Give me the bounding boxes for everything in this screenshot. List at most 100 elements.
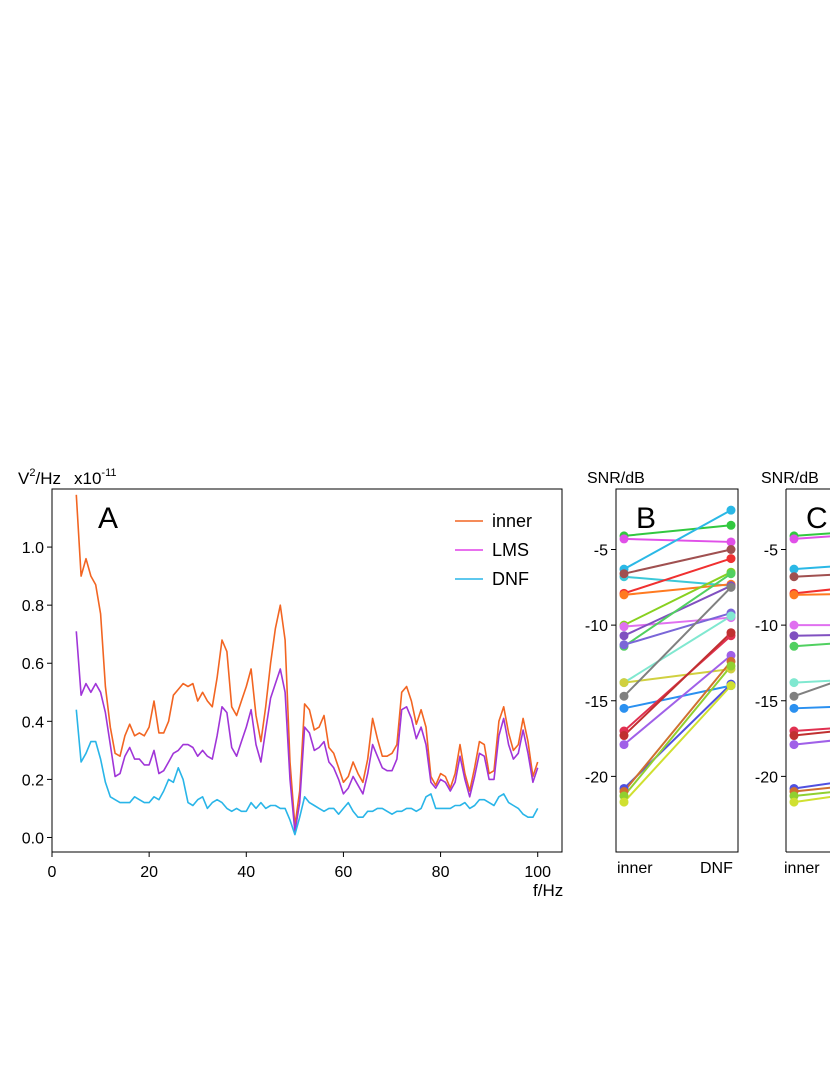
snr-point-inner <box>789 678 799 688</box>
panel-b-ylabel: SNR/dB <box>587 470 645 487</box>
panel-c-yticks: -5 -10 -15 -20 <box>755 543 786 786</box>
panel-a-xlabel: f/Hz <box>533 881 563 900</box>
snr-pair-line <box>793 739 830 746</box>
snr-pair-line <box>623 548 732 575</box>
snr-pair-line <box>793 730 830 737</box>
panel-b-letter: B <box>636 502 656 535</box>
snr-point-right <box>726 554 736 564</box>
snr-point-inner <box>789 620 799 630</box>
scale-exp: -11 <box>101 467 116 479</box>
snr-pair-line <box>623 586 732 697</box>
snr-point-inner <box>789 731 799 741</box>
snr-pair-line <box>793 682 830 698</box>
snr-ytick-label: -10 <box>755 618 778 635</box>
snr-point-inner <box>619 534 629 544</box>
a-ytick-label: 0.0 <box>22 830 44 847</box>
snr-pair-line <box>623 509 732 571</box>
series-line-inner <box>75 494 539 827</box>
snr-pair-line <box>623 524 732 537</box>
panel-b-pairs <box>619 505 736 807</box>
snr-point-inner <box>619 691 629 701</box>
a-xtick-label: 100 <box>524 864 551 881</box>
snr-ytick-label: -10 <box>585 618 608 635</box>
panel-b-xtick-dnf: DNF <box>700 860 733 877</box>
snr-point-inner <box>789 691 799 701</box>
snr-point-right <box>726 582 736 592</box>
panel-a-yticks: 0.0 0.2 0.4 0.6 0.8 1.0 <box>22 540 52 847</box>
snr-pair-line <box>623 684 732 710</box>
panel-a-scale: x10-11 <box>74 467 117 488</box>
snr-pair-line <box>623 654 732 746</box>
a-xtick-label: 60 <box>335 864 353 881</box>
snr-point-inner <box>789 641 799 651</box>
snr-point-inner <box>789 703 799 713</box>
snr-pair-line <box>623 631 732 737</box>
panel-b-xtick-inner: inner <box>617 860 653 877</box>
snr-point-inner <box>789 631 799 641</box>
a-ytick-label: 0.6 <box>22 656 44 673</box>
snr-ytick-label: -20 <box>585 769 608 786</box>
panel-c: C SNR/dB inner -5 -10 -15 -20 <box>755 470 830 877</box>
legend-label-inner: inner <box>492 511 532 531</box>
panel-c-pairs <box>789 531 830 807</box>
panel-b-frame <box>615 488 739 853</box>
snr-point-inner <box>789 590 799 600</box>
snr-pair-line <box>793 532 830 537</box>
snr-point-right <box>726 520 736 530</box>
snr-ytick-label: -5 <box>764 543 778 560</box>
snr-point-inner <box>789 564 799 574</box>
legend-label-dnf: DNF <box>492 569 529 589</box>
snr-point-right <box>726 569 736 579</box>
snr-pair-line <box>623 612 732 646</box>
a-xtick-label: 80 <box>432 864 450 881</box>
snr-pair-line <box>793 565 830 571</box>
snr-point-inner <box>619 678 629 688</box>
snr-point-right <box>726 537 736 547</box>
ylabel-sup: 2 <box>29 467 35 479</box>
snr-point-right <box>726 545 736 554</box>
snr-point-inner <box>619 703 629 713</box>
snr-pair-line <box>793 679 830 684</box>
snr-pair-line <box>793 588 830 595</box>
snr-point-inner <box>789 740 799 750</box>
a-ytick-label: 0.8 <box>22 598 44 615</box>
panel-a-legend: inner LMS DNF <box>455 511 532 589</box>
snr-pair-line <box>623 571 732 627</box>
snr-pair-line <box>793 782 830 790</box>
snr-point-inner <box>789 572 799 582</box>
snr-point-inner <box>619 631 629 641</box>
snr-point-inner <box>619 797 629 807</box>
snr-point-inner <box>619 569 629 579</box>
series-line-dnf <box>75 709 539 836</box>
snr-pair-line <box>793 706 830 710</box>
panel-c-ylabel: SNR/dB <box>761 470 819 487</box>
snr-ytick-label: -20 <box>755 769 778 786</box>
snr-pair-line <box>793 642 830 648</box>
snr-pair-line <box>793 535 830 540</box>
snr-pair-line <box>623 575 732 587</box>
snr-point-right <box>726 661 736 671</box>
panel-a-letter: A <box>98 502 118 535</box>
snr-point-right <box>726 628 736 638</box>
panel-c-letter: C <box>806 502 828 535</box>
snr-pair-line <box>623 665 732 797</box>
snr-point-right <box>726 505 736 515</box>
a-xtick-label: 0 <box>48 864 57 881</box>
series-line-lms <box>75 631 539 833</box>
panel-b: B SNR/dB inner DNF -5 -10 -15 -20 <box>585 470 739 877</box>
snr-point-inner <box>619 740 629 750</box>
snr-pair-line <box>623 660 732 793</box>
snr-point-inner <box>619 622 629 632</box>
panel-a-series <box>75 494 539 836</box>
snr-pair-line <box>623 572 732 648</box>
panel-a: A V2/Hz x10-11 f/Hz 0.0 0.2 0.4 0.6 0.8 1.0 0… <box>18 467 563 900</box>
a-xtick-label: 40 <box>237 864 255 881</box>
snr-ytick-label: -15 <box>755 694 778 711</box>
panel-a-xticks: 0 20 40 60 80 100 <box>48 852 551 881</box>
snr-point-inner <box>619 731 629 741</box>
snr-point-inner <box>619 640 629 650</box>
ylabel-base: V <box>18 469 30 488</box>
legend-label-lms: LMS <box>492 540 529 560</box>
snr-point-right <box>726 611 736 621</box>
